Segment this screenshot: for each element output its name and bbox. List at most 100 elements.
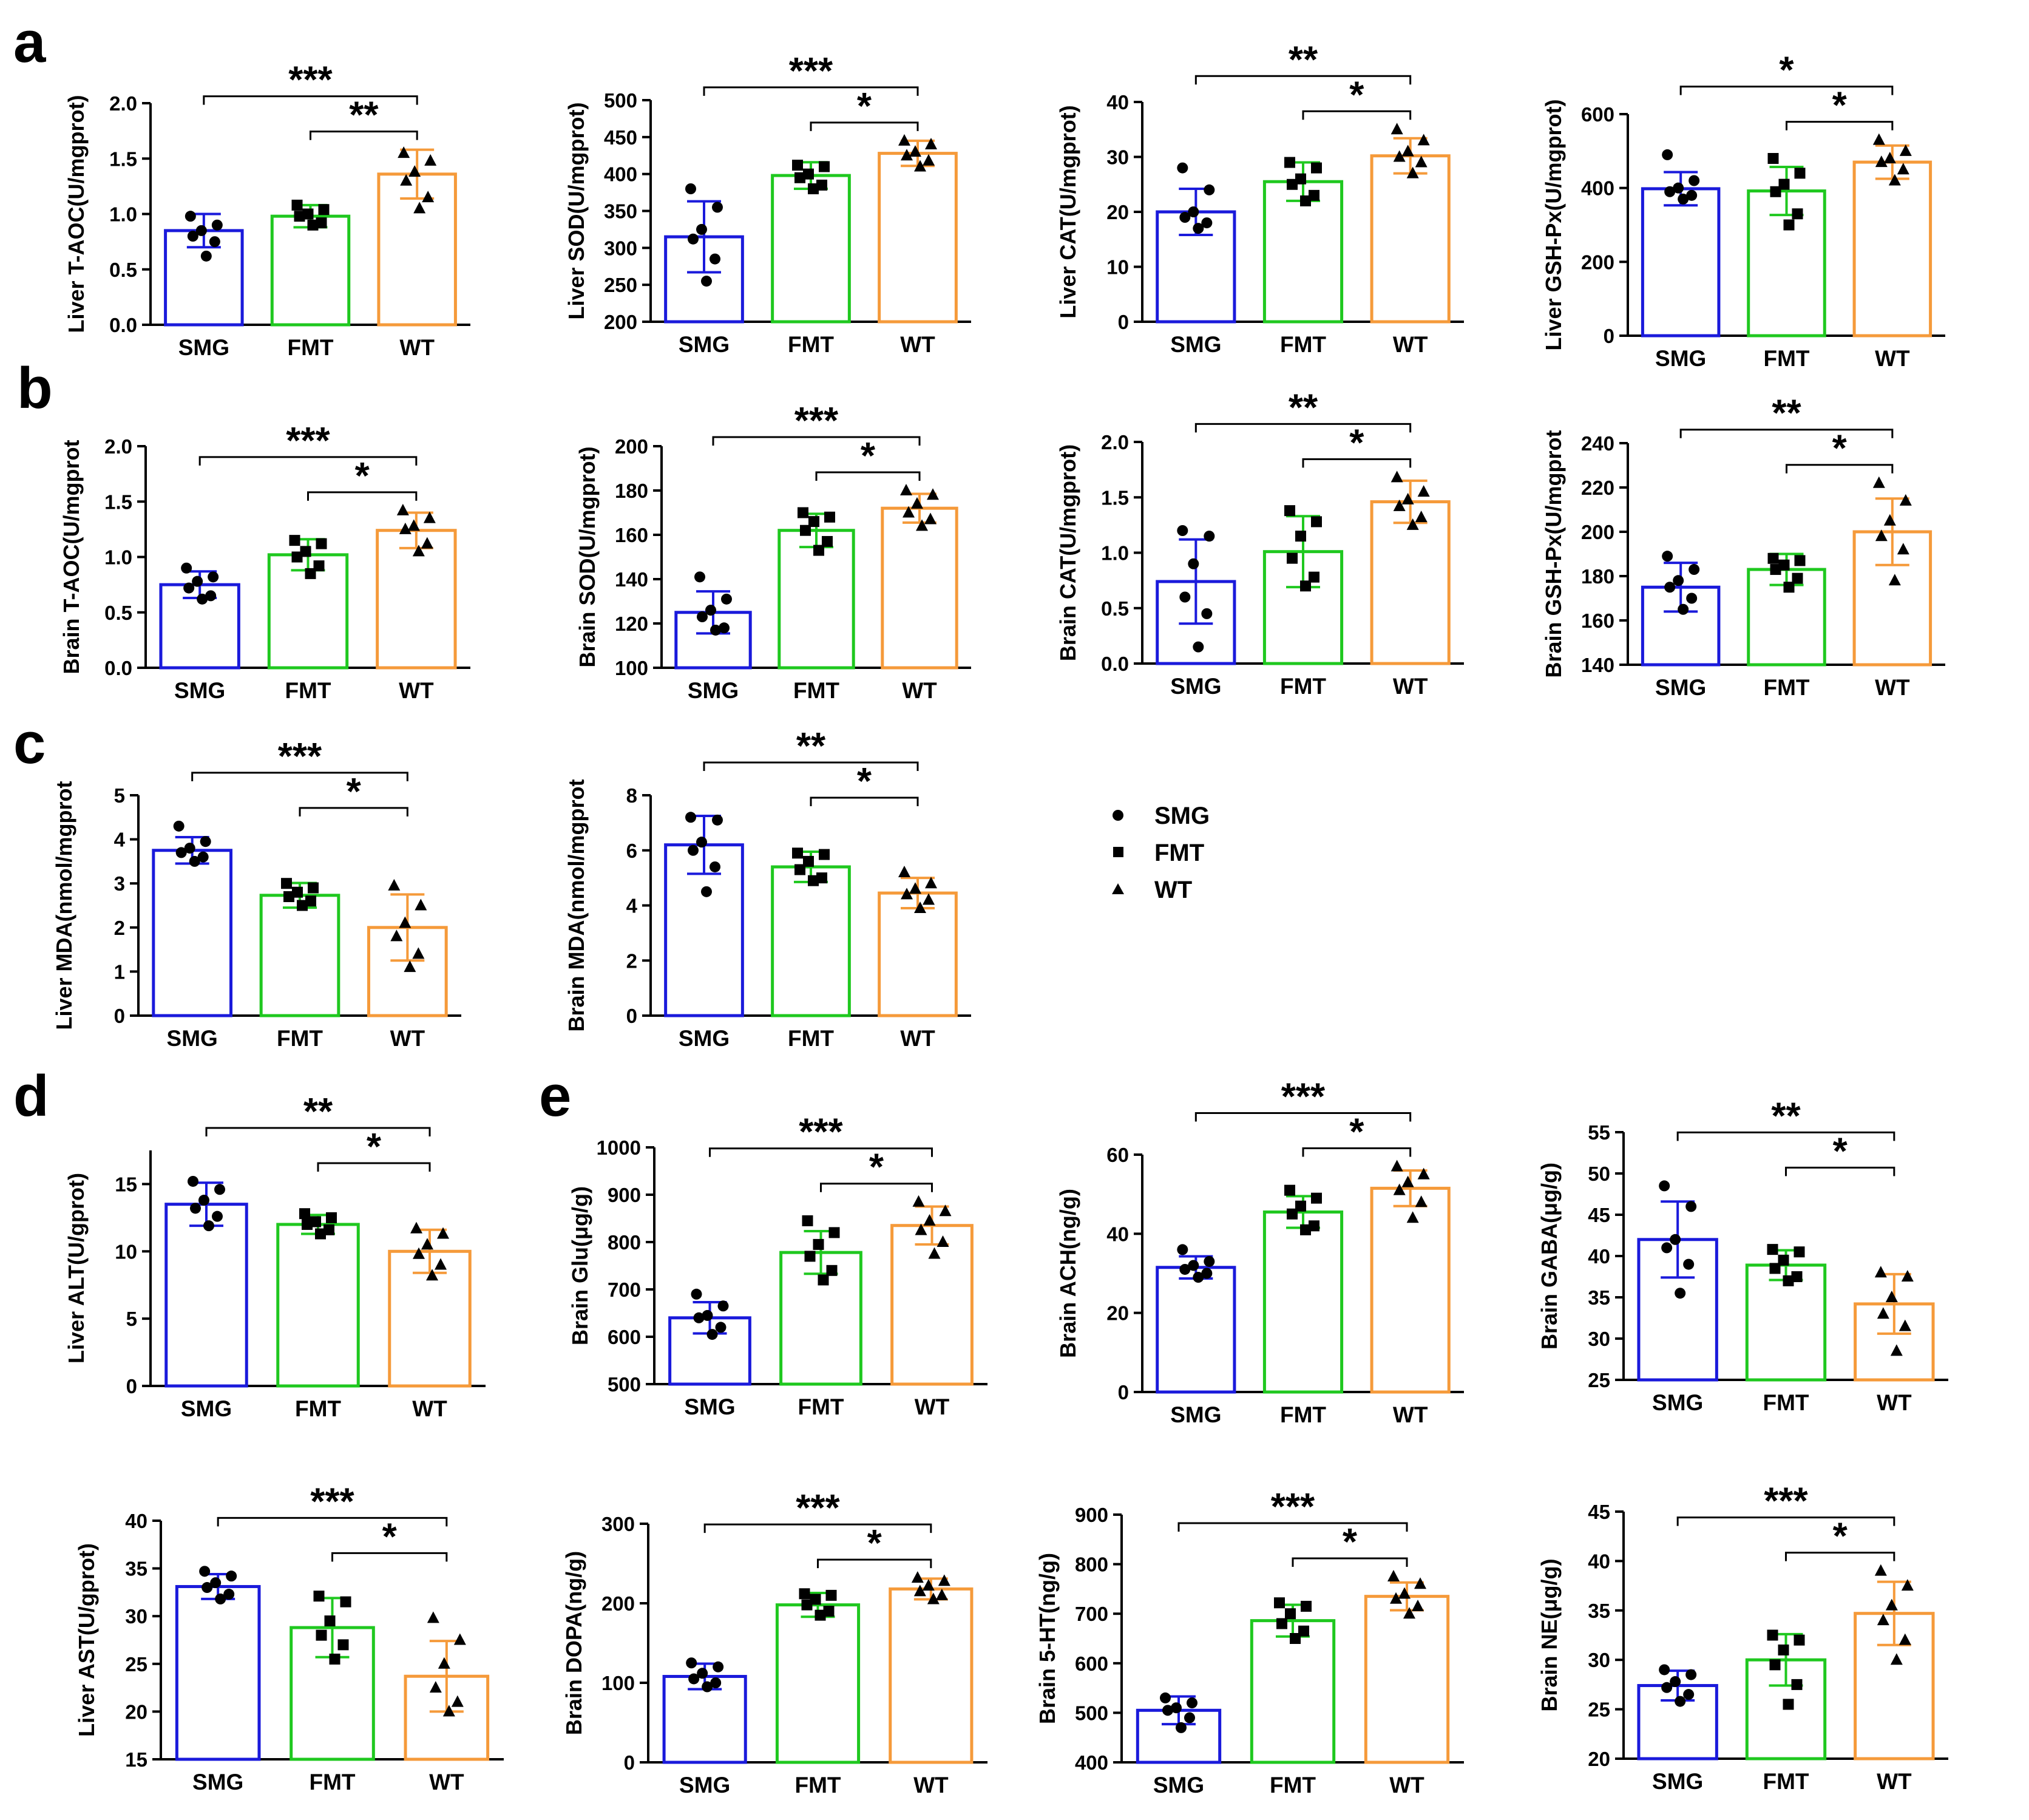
data-point-smg: [197, 851, 209, 863]
data-point-wt: [925, 877, 937, 889]
data-point-wt: [1899, 144, 1912, 156]
data-point-wt: [1415, 155, 1428, 168]
y-tick-label: 2: [114, 917, 125, 939]
x-tick-label: SMG: [1655, 675, 1706, 700]
x-tick-label: SMG: [679, 332, 730, 357]
y-tick-label: 10: [1106, 256, 1129, 279]
y-tick-label: 25: [1588, 1369, 1610, 1391]
data-point-fmt: [1794, 1634, 1805, 1646]
significance-label: *: [1779, 50, 1794, 92]
data-point-fmt: [1300, 195, 1311, 206]
data-point-smg: [1201, 608, 1213, 619]
data-point-fmt: [299, 1208, 310, 1220]
y-tick-label: 1.5: [109, 148, 137, 170]
data-point-fmt: [808, 875, 819, 886]
significance-label: *: [1833, 1516, 1848, 1558]
y-axis-label: Liver SOD(U/mgprot): [566, 102, 589, 319]
data-point-fmt: [794, 864, 805, 875]
data-point-smg: [1179, 1263, 1191, 1275]
data-point-fmt: [326, 1212, 337, 1223]
data-point-wt: [435, 1258, 447, 1270]
data-point-fmt: [289, 535, 300, 546]
x-tick-label: SMG: [1652, 1390, 1703, 1415]
y-axis-label: Brain MDA(nmol/mgprot: [566, 779, 589, 1032]
data-point-fmt: [1290, 1633, 1301, 1644]
x-tick-label: SMG: [192, 1770, 243, 1795]
data-point-fmt: [292, 886, 303, 898]
data-point-fmt: [819, 849, 830, 860]
data-point-wt: [1872, 476, 1885, 488]
data-point-smg: [192, 576, 203, 587]
data-point-fmt: [815, 1609, 826, 1621]
data-point-wt: [1901, 1579, 1914, 1591]
x-tick-label: FMT: [277, 1026, 323, 1051]
data-point-smg: [705, 605, 716, 616]
y-tick-label: 0: [624, 1751, 635, 1774]
data-point-smg: [203, 1220, 214, 1232]
data-point-wt: [901, 888, 913, 900]
data-point-wt: [1877, 1307, 1889, 1319]
data-point-smg: [208, 571, 219, 583]
bar-wt: [878, 891, 958, 1017]
data-point-wt: [404, 960, 416, 973]
y-tick-label: 250: [604, 274, 637, 296]
data-point-smg: [209, 236, 220, 248]
significance-bracket: [1292, 1557, 1408, 1567]
significance-bracket: [1177, 1522, 1408, 1532]
bar-smg: [1156, 1266, 1236, 1394]
data-point-wt: [1901, 1270, 1914, 1282]
data-point-smg: [696, 223, 707, 235]
data-point-smg: [1193, 223, 1204, 234]
significance-label: *: [861, 435, 876, 477]
data-point-smg: [701, 886, 712, 897]
significance-bracket: [1679, 429, 1894, 438]
data-point-smg: [1177, 525, 1188, 536]
y-axis-label: Brain ACH(ng/g): [1057, 1189, 1080, 1358]
data-point-fmt: [323, 1224, 334, 1235]
data-point-wt: [927, 488, 939, 500]
y-tick-label: 120: [615, 613, 648, 635]
data-point-smg: [210, 1577, 222, 1589]
data-point-fmt: [1783, 219, 1795, 231]
y-tick-label: 140: [1581, 654, 1614, 676]
data-point-fmt: [324, 1615, 336, 1627]
data-point-wt: [1875, 155, 1888, 168]
x-tick-label: FMT: [1270, 1773, 1316, 1798]
significance-label: ***: [796, 1487, 840, 1529]
y-tick-label: 40: [1588, 1550, 1610, 1572]
data-point-fmt: [1792, 208, 1803, 220]
data-point-smg: [1177, 162, 1188, 174]
data-point-fmt: [1778, 559, 1790, 571]
data-point-wt: [415, 898, 427, 911]
x-tick-label: FMT: [1280, 674, 1326, 699]
bar-fmt: [290, 1626, 375, 1761]
data-point-fmt: [808, 516, 819, 528]
bar-smg: [175, 1584, 261, 1761]
x-tick-label: FMT: [1280, 332, 1326, 357]
y-tick-label: 1.0: [104, 546, 132, 569]
y-tick-label: 500: [608, 1373, 641, 1396]
data-point-wt: [909, 882, 921, 894]
y-tick-label: 1: [114, 960, 125, 983]
significance-bracket: [217, 1516, 448, 1527]
data-point-wt: [1406, 518, 1419, 530]
data-point-wt: [923, 1214, 936, 1226]
data-point-wt: [410, 1221, 422, 1234]
data-point-smg: [688, 233, 699, 245]
data-point-wt: [915, 1223, 927, 1235]
data-point-smg: [1673, 182, 1684, 194]
data-point-smg: [1689, 175, 1700, 186]
data-point-smg: [1664, 582, 1676, 593]
data-point-wt: [925, 138, 937, 149]
y-tick-label: 30: [1588, 1649, 1610, 1671]
y-tick-label: 4: [114, 829, 126, 851]
data-point-fmt: [808, 183, 819, 194]
x-tick-label: WT: [900, 332, 935, 357]
data-point-wt: [1890, 1344, 1903, 1356]
data-point-wt: [935, 1588, 948, 1600]
y-tick-label: 60: [1106, 1144, 1129, 1166]
data-point-fmt: [1791, 1679, 1803, 1690]
data-point-wt: [1883, 152, 1896, 163]
